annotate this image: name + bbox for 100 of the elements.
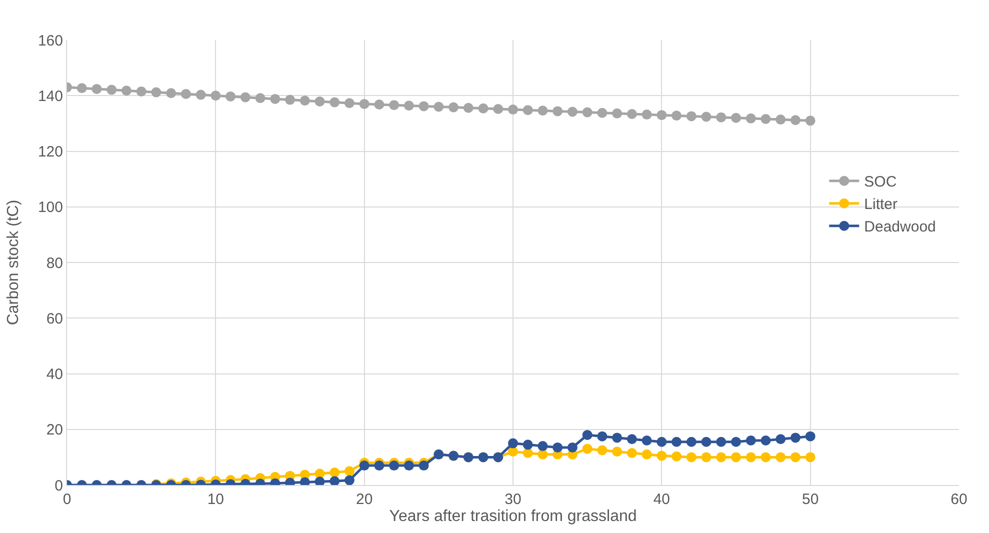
point — [374, 460, 384, 471]
y-tick-label: 140 — [38, 88, 63, 105]
point — [642, 436, 652, 446]
point — [746, 452, 756, 462]
point — [656, 450, 667, 461]
point — [508, 438, 518, 448]
point — [226, 91, 236, 102]
point — [686, 111, 696, 122]
point — [612, 432, 622, 443]
y-tick-label: 100 — [38, 199, 63, 216]
point — [776, 452, 786, 462]
point — [538, 106, 548, 116]
point — [612, 446, 622, 457]
point — [552, 106, 563, 116]
point — [136, 86, 146, 96]
point — [508, 446, 518, 457]
point — [582, 430, 592, 440]
point — [330, 476, 340, 485]
point — [790, 115, 800, 126]
x-tick-label: 60 — [950, 491, 968, 508]
point — [672, 436, 682, 447]
point — [746, 113, 756, 124]
point — [314, 96, 325, 106]
point — [805, 431, 816, 442]
point — [686, 436, 696, 447]
x-axis-title: Years after trasition from grassland — [389, 508, 637, 525]
point — [612, 108, 622, 118]
point — [672, 110, 682, 121]
point — [106, 84, 117, 95]
point — [656, 110, 667, 120]
point — [760, 436, 771, 446]
point — [538, 441, 548, 452]
point — [790, 452, 800, 462]
point — [330, 467, 340, 478]
point — [672, 451, 682, 462]
point — [597, 445, 608, 456]
y-tick-label: 0 — [54, 477, 63, 494]
point — [404, 460, 414, 471]
y-tick-label: 40 — [46, 366, 63, 383]
point — [330, 97, 340, 108]
point — [166, 88, 176, 98]
point — [731, 112, 741, 123]
point — [686, 452, 696, 462]
point — [255, 93, 266, 104]
legend-label: Litter — [864, 196, 898, 214]
point — [642, 110, 652, 120]
y-tick-label: 60 — [46, 310, 63, 328]
point — [538, 449, 548, 460]
point — [731, 436, 741, 447]
point — [493, 104, 504, 114]
point — [463, 102, 474, 113]
y-axis-title: Carbon stock (tC) — [4, 200, 22, 326]
point — [344, 475, 354, 485]
point — [418, 460, 429, 471]
point — [359, 98, 370, 109]
legend-label: Deadwood — [864, 218, 936, 236]
y-tick-label: 120 — [38, 144, 63, 160]
point — [344, 98, 354, 108]
point — [314, 476, 325, 485]
y-tick-label: 20 — [46, 422, 63, 439]
point — [374, 100, 384, 110]
point — [270, 94, 280, 104]
x-tick-label: 20 — [356, 491, 373, 508]
point — [418, 101, 429, 112]
point — [210, 90, 221, 101]
point — [731, 452, 741, 462]
point — [522, 105, 533, 116]
point — [597, 108, 608, 118]
point — [240, 92, 250, 102]
y-tick-label: 160 — [38, 32, 63, 50]
point — [626, 448, 637, 458]
point — [582, 444, 592, 454]
point — [716, 436, 726, 447]
point — [344, 466, 354, 476]
point — [359, 460, 370, 471]
point — [597, 431, 608, 442]
point — [404, 100, 414, 111]
point — [760, 452, 771, 462]
point — [701, 452, 712, 462]
point — [790, 432, 800, 443]
point — [567, 106, 578, 117]
point — [567, 442, 578, 452]
x-tick-label: 30 — [504, 491, 522, 508]
point — [508, 104, 518, 115]
point — [448, 102, 459, 112]
point — [701, 436, 712, 447]
x-tick-label: 10 — [207, 491, 224, 508]
point — [626, 434, 637, 444]
point — [716, 112, 726, 122]
point — [389, 460, 400, 471]
point — [389, 100, 400, 110]
point — [746, 436, 756, 446]
x-tick-label: 50 — [802, 491, 819, 508]
point — [776, 114, 786, 125]
point — [434, 102, 444, 112]
point — [805, 116, 816, 126]
point — [151, 87, 162, 98]
point — [776, 434, 786, 444]
point — [196, 90, 206, 100]
point — [121, 86, 132, 96]
